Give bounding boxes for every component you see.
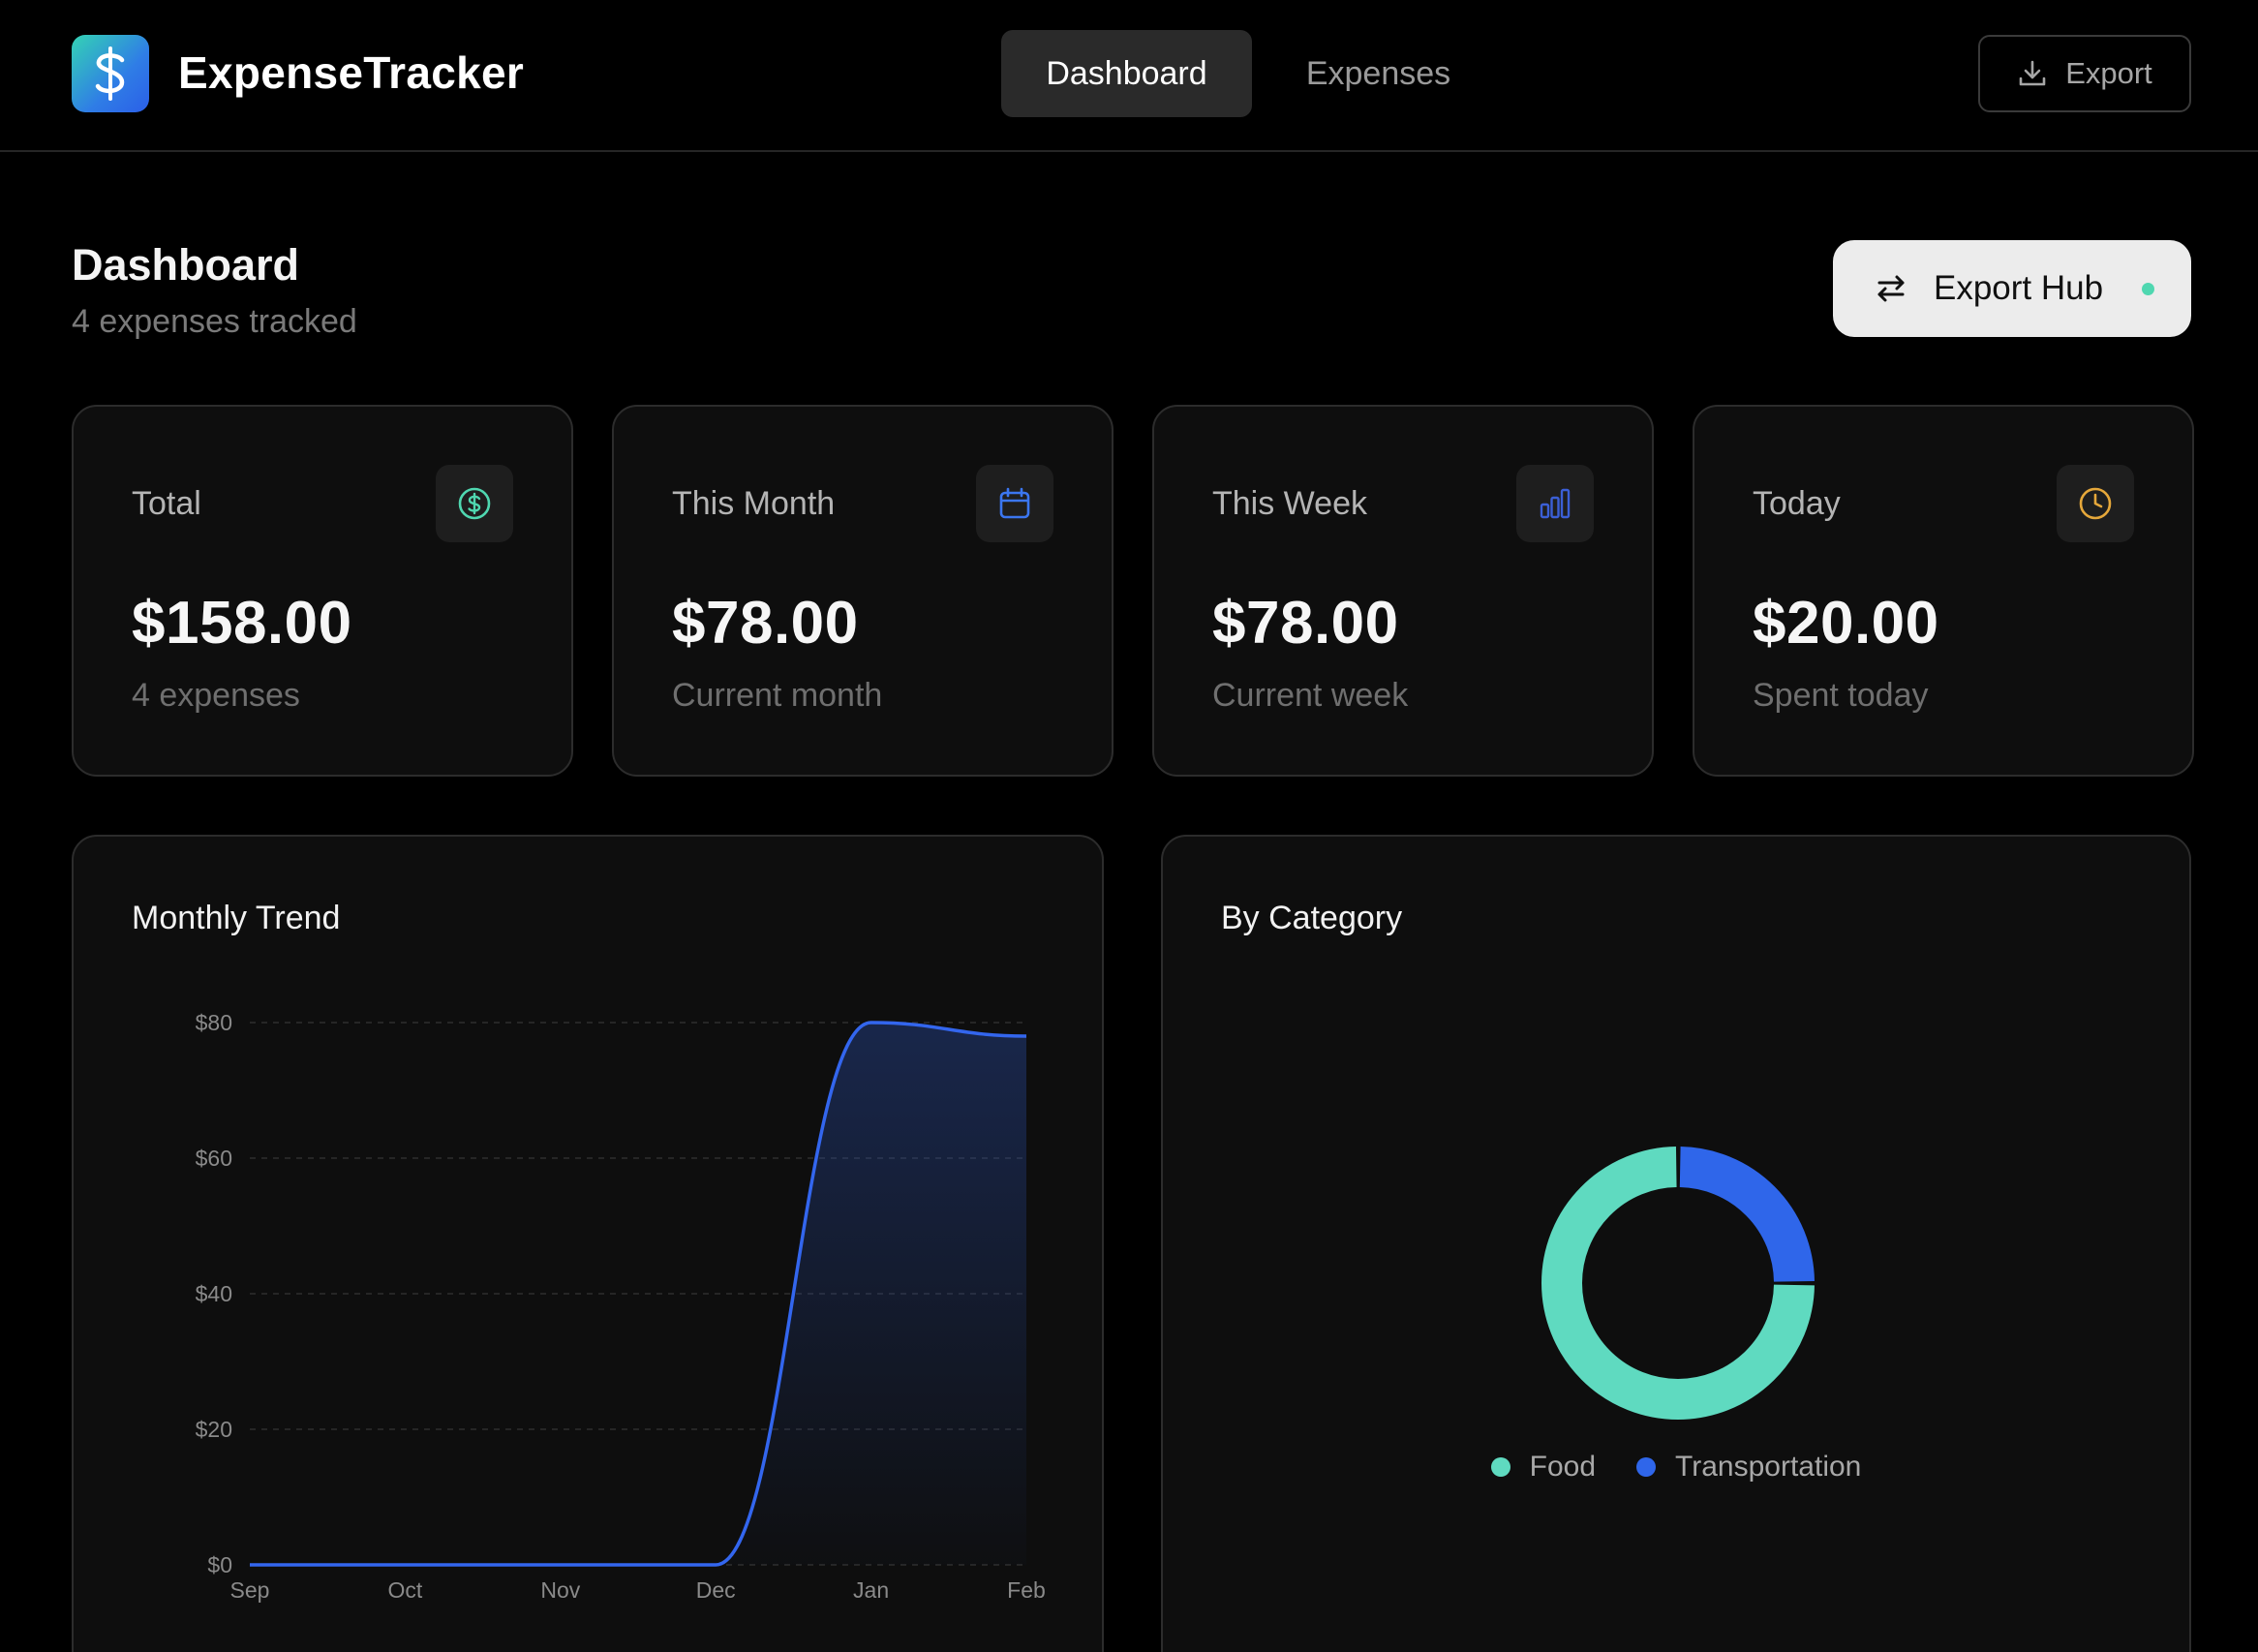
monthly-trend-chart: $0 $20 $40 $60 $80 Sep Oct Nov Dec Jan Feb bbox=[196, 1010, 1046, 1603]
stat-icon-box bbox=[436, 465, 513, 542]
panel-title: By Category bbox=[1221, 900, 1403, 936]
panel-title: Monthly Trend bbox=[132, 900, 341, 936]
category-donut-chart bbox=[1541, 1147, 1815, 1420]
page-subtitle: 4 expenses tracked bbox=[72, 303, 357, 340]
legend-dot bbox=[1490, 1457, 1510, 1477]
x-tick-label: Dec bbox=[696, 1577, 736, 1603]
top-bar: ExpenseTracker Dashboard Expenses Export bbox=[0, 0, 2258, 152]
trend-area bbox=[250, 1023, 1026, 1565]
y-tick-label: $80 bbox=[196, 1010, 232, 1035]
trend-line bbox=[250, 1021, 1027, 1567]
stat-subtext: Spent today bbox=[1753, 677, 1929, 714]
export-button-label: Export bbox=[2065, 56, 2152, 90]
export-button[interactable]: Export bbox=[1978, 35, 2191, 112]
legend-dot bbox=[1636, 1457, 1657, 1477]
donut-slice-food[interactable] bbox=[1541, 1147, 1815, 1420]
stat-label: This Week bbox=[1212, 485, 1367, 522]
bar-chart-icon bbox=[1540, 488, 1571, 519]
tab-dashboard[interactable]: Dashboard bbox=[1001, 30, 1252, 117]
legend-label: Food bbox=[1529, 1451, 1597, 1483]
tab-expenses[interactable]: Expenses bbox=[1305, 55, 1451, 92]
app-title: ExpenseTracker bbox=[178, 47, 525, 98]
calendar-icon bbox=[999, 487, 1030, 519]
stat-card-this-week: This Week $78.00 Current week bbox=[1152, 405, 1654, 777]
download-icon bbox=[2019, 60, 2046, 86]
stat-subtext: Current week bbox=[1212, 677, 1409, 714]
stat-card-this-month: This Month $78.00 Current month bbox=[612, 405, 1114, 777]
x-tick-label: Feb bbox=[1007, 1577, 1046, 1603]
y-tick-label: $0 bbox=[207, 1552, 232, 1577]
stat-value: $158.00 bbox=[132, 590, 352, 657]
stat-label: Today bbox=[1753, 485, 1841, 522]
legend-label: Transportation bbox=[1675, 1451, 1862, 1483]
legend-item-transportation[interactable]: Transportation bbox=[1636, 1451, 1861, 1484]
status-dot bbox=[2142, 283, 2154, 295]
category-legend: Food Transportation bbox=[1163, 1451, 2189, 1484]
legend-item-food[interactable]: Food bbox=[1490, 1451, 1597, 1484]
clock-icon bbox=[2079, 487, 2112, 520]
swap-arrows-icon bbox=[1877, 275, 1905, 302]
dollar-icon bbox=[95, 46, 125, 101]
stat-subtext: 4 expenses bbox=[132, 677, 300, 714]
stat-subtext: Current month bbox=[672, 677, 883, 714]
export-hub-button[interactable]: Export Hub bbox=[1833, 240, 2191, 337]
y-tick-label: $20 bbox=[196, 1417, 232, 1442]
stat-icon-box bbox=[1516, 465, 1594, 542]
stat-label: Total bbox=[132, 485, 201, 522]
stat-value: $20.00 bbox=[1753, 590, 1939, 657]
stat-icon-box bbox=[976, 465, 1053, 542]
x-tick-label: Oct bbox=[388, 1577, 423, 1603]
export-hub-label: Export Hub bbox=[1934, 269, 2104, 307]
stat-card-today: Today $20.00 Spent today bbox=[1693, 405, 2194, 777]
stat-value: $78.00 bbox=[1212, 590, 1399, 657]
stat-value: $78.00 bbox=[672, 590, 859, 657]
by-category-panel: By Category Food Transportation bbox=[1161, 835, 2191, 1652]
x-tick-label: Sep bbox=[230, 1577, 270, 1603]
app-logo bbox=[72, 35, 149, 112]
monthly-trend-panel: Monthly Trend $0 $20 $40 $60 $80 Sep Oct Nov Dec… bbox=[72, 835, 1104, 1652]
y-tick-label: $60 bbox=[196, 1146, 232, 1171]
page-title: Dashboard bbox=[72, 240, 300, 290]
stat-label: This Month bbox=[672, 485, 836, 522]
x-tick-label: Nov bbox=[540, 1577, 580, 1603]
y-tick-label: $40 bbox=[196, 1281, 232, 1306]
stat-icon-box bbox=[2057, 465, 2134, 542]
x-tick-label: Jan bbox=[853, 1577, 889, 1603]
stat-card-total: Total $158.00 4 expenses bbox=[72, 405, 573, 777]
dollar-circle-icon bbox=[458, 487, 491, 520]
